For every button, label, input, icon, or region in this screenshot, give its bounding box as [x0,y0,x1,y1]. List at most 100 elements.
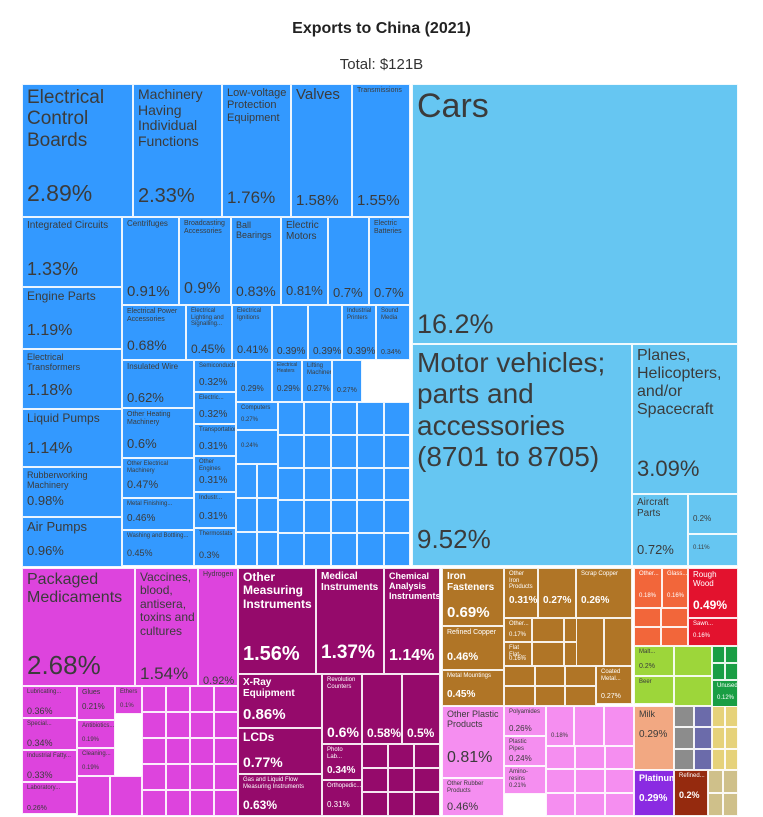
treemap-cell-ball-bearings[interactable]: Ball Bearings 0.83% [231,217,281,305]
treemap-cell-sound-media[interactable]: Sound Media 0.34% [376,305,410,360]
treemap-minor-cell[interactable] [674,706,694,728]
treemap-minor-cell[interactable] [546,746,576,770]
treemap-minor-cell[interactable] [723,770,738,793]
treemap-minor-cell[interactable] [77,776,110,816]
treemap-cell-centrifuges[interactable]: Centrifuges 0.91% [122,217,179,305]
treemap-minor-cell[interactable] [278,500,305,534]
treemap-cell-machines[interactable]: 0.27% [332,360,362,402]
treemap-minor-cell[interactable] [304,533,331,566]
treemap-cell-plastic-pipes[interactable]: Plastic Pipes 0.24% [504,736,546,766]
treemap-minor-cell[interactable] [142,712,166,738]
treemap-minor-cell[interactable] [604,746,634,770]
treemap-minor-cell[interactable] [142,686,166,712]
treemap-minor-cell[interactable] [383,434,410,468]
treemap-cell-packaged-medicaments[interactable]: Packaged Medicaments 2.68% [22,568,135,686]
treemap-cell-polyamides[interactable]: Polyamides 0.26% [504,706,546,736]
treemap-minor-cell[interactable] [565,666,596,686]
treemap-minor-cell[interactable] [414,768,440,792]
treemap-minor-cell[interactable] [330,402,358,435]
treemap-minor-cell[interactable] [383,500,410,534]
treemap-minor-cell[interactable] [214,764,238,790]
treemap-minor-cell[interactable] [634,608,661,627]
treemap-minor-cell[interactable] [712,706,725,728]
treemap-cell-air-pumps[interactable]: Air Pumps 0.96% [22,517,122,567]
treemap-minor-cell[interactable] [190,738,214,764]
treemap-minor-cell[interactable] [712,663,725,680]
treemap-cell-aircraft-parts[interactable]: Aircraft Parts 0.72% [632,494,688,566]
treemap-cell-electrical-control-boards[interactable]: Electrical Control Boards 2.89% [22,84,133,217]
treemap-minor-cell[interactable] [304,402,331,435]
treemap-cell-other-rubber-products[interactable]: Other Rubber Products 0.46% [442,778,504,816]
treemap-minor-cell[interactable] [330,467,358,501]
treemap-cell-cleaning[interactable]: Cleaning... 0.19% [77,748,115,776]
treemap-cell-electric[interactable]: Electric... 0.32% [194,392,236,424]
treemap-minor-cell[interactable] [674,676,712,706]
treemap-minor-cell[interactable] [236,498,257,532]
treemap-minor-cell[interactable] [534,686,566,706]
treemap-minor-cell[interactable] [330,500,358,534]
treemap-cell-low-voltage-protection-equipment[interactable]: Low-voltage Protection Equipment 1.76% [222,84,291,217]
treemap-cell-machines[interactable]: 0.7% [328,217,369,305]
treemap-minor-cell[interactable] [214,686,238,712]
treemap-cell-machines[interactable]: 0.39% [308,305,342,360]
treemap-cell-scrap-copper[interactable]: Scrap Copper 0.26% [576,568,632,618]
treemap-minor-cell[interactable] [532,642,564,666]
treemap-cell-transportation[interactable]: Transportation... 0.31% [194,424,236,456]
treemap-cell-instruments[interactable]: 0.5% [402,674,440,744]
treemap-minor-cell[interactable] [236,532,257,566]
treemap-minor-cell[interactable] [330,533,358,566]
treemap-cell-other-engines[interactable]: Other Engines 0.31% [194,456,236,492]
treemap-cell-motor-vehicles-parts-and-accessories-8701-to-8705[interactable]: Motor vehicles; parts and accessories (8… [412,344,632,566]
treemap-cell-engine-parts[interactable]: Engine Parts 1.19% [22,287,122,349]
treemap-minor-cell[interactable] [257,498,278,532]
treemap-cell-planes-helicopters-and-or-spacecraft[interactable]: Planes, Helicopters, and/or Spacecraft 3.… [632,344,738,494]
treemap-cell-rough-wood[interactable]: Rough Wood 0.49% [688,568,738,618]
treemap-minor-cell[interactable] [109,776,142,816]
treemap-minor-cell[interactable] [575,769,605,793]
treemap-minor-cell[interactable] [546,792,576,816]
treemap-cell-amino-resins[interactable]: Amino-resins 0.21% [504,766,546,794]
treemap-cell-computers[interactable]: Computers 0.27% [236,402,278,430]
treemap-cell-valves[interactable]: Valves 1.58% [291,84,352,217]
treemap-minor-cell[interactable] [576,618,604,666]
treemap-minor-cell[interactable] [534,666,566,686]
treemap-cell-other-iron-products[interactable]: Other Iron Products 0.31% [504,568,538,618]
treemap-minor-cell[interactable] [575,746,605,770]
treemap-minor-cell[interactable] [357,500,384,534]
treemap-cell-vaccines-blood-antisera-toxins-and-cultures[interactable]: Vaccines, blood, antisera, toxins and cu… [135,568,198,686]
treemap-minor-cell[interactable] [725,727,738,749]
treemap-minor-cell[interactable] [634,627,661,646]
treemap-cell-glues[interactable]: Glues 0.21% [77,686,115,720]
treemap-cell-integrated-circuits[interactable]: Integrated Circuits 1.33% [22,217,122,287]
treemap-cell-machines[interactable]: 0.39% [272,305,308,360]
treemap-minor-cell[interactable] [278,467,305,501]
treemap-minor-cell[interactable] [278,434,305,468]
treemap-cell-industr[interactable]: Industr... 0.31% [194,492,236,528]
treemap-cell-transmissions[interactable]: Transmissions 1.55% [352,84,410,217]
treemap-cell-thermostats[interactable]: Thermostats 0.3% [194,528,236,566]
treemap-minor-cell[interactable] [362,768,388,792]
treemap-minor-cell[interactable] [414,792,440,816]
treemap-minor-cell[interactable] [166,764,190,790]
treemap-minor-cell[interactable] [357,434,384,468]
treemap-cell-cars[interactable]: Cars 16.2% [412,84,738,344]
treemap-minor-cell[interactable] [214,712,238,738]
treemap-cell-sawn[interactable]: Sawn... 0.16% [688,618,738,646]
treemap-minor-cell[interactable] [565,686,596,706]
treemap-minor-cell[interactable] [694,727,712,749]
treemap-cell-flat-flat[interactable]: Flat Flat-... 0.16% [504,642,532,666]
treemap-minor-cell[interactable] [388,744,414,768]
treemap-minor-cell[interactable] [257,532,278,566]
treemap-minor-cell[interactable] [708,793,723,816]
treemap-minor-cell[interactable] [504,666,535,686]
treemap-minor-cell[interactable] [278,533,305,566]
treemap-cell-metal-mountings[interactable]: Metal Mountings 0.45% [442,670,504,706]
treemap-cell-instruments[interactable]: 0.58% [362,674,402,744]
treemap-cell-electrical-power-accessories[interactable]: Electrical Power Accessories 0.68% [122,305,186,360]
treemap-minor-cell[interactable] [383,533,410,566]
treemap-cell-special[interactable]: Special... 0.34% [22,718,77,750]
treemap-cell-electrical-transformers[interactable]: Electrical Transformers 1.18% [22,349,122,409]
treemap-cell-transportation[interactable]: 0.11% [688,534,738,566]
treemap-minor-cell[interactable] [166,686,190,712]
treemap-cell-electrical-heaters[interactable]: Electrical Heaters 0.29% [272,360,302,402]
